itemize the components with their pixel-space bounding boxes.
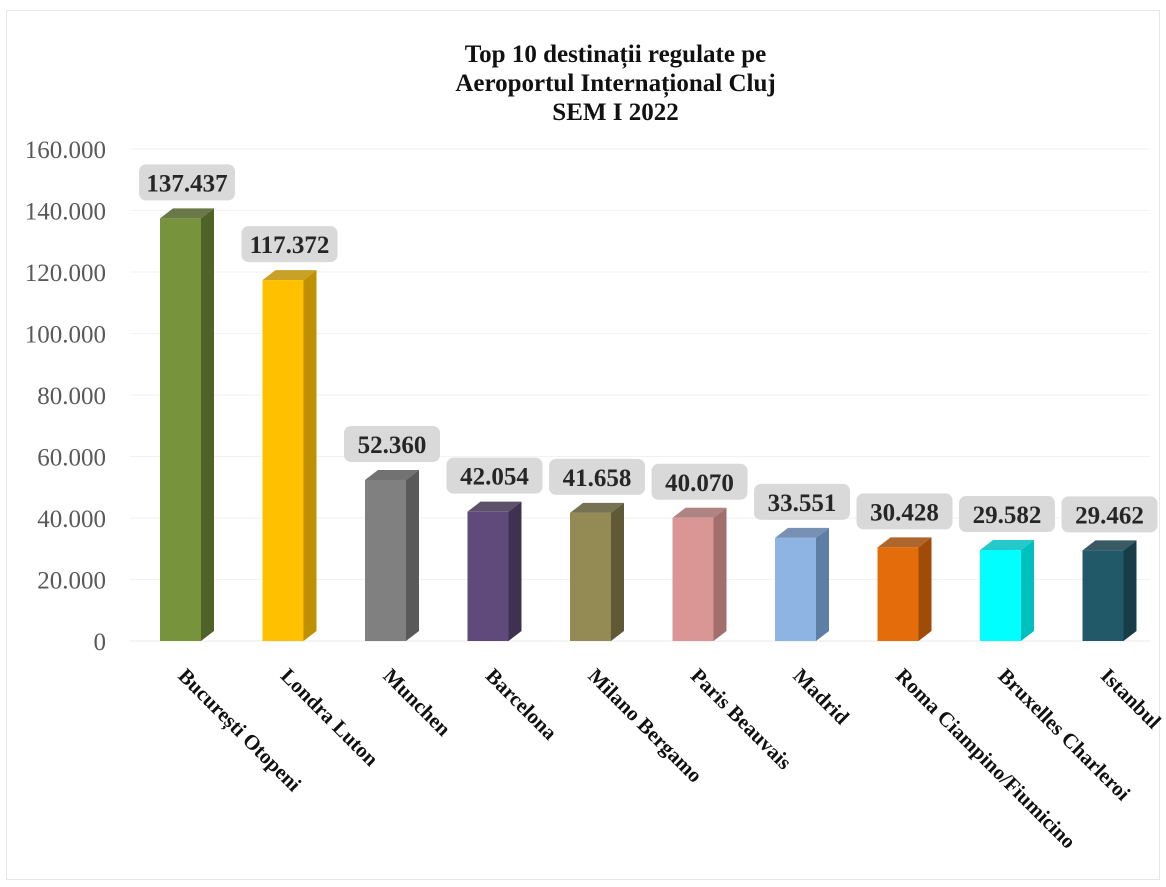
bar-front [160,218,201,641]
bar-side [201,208,214,641]
x-tick-label: Istanbul [1096,664,1166,734]
bar [1082,540,1137,641]
data-label-box [549,458,645,495]
bar-top [365,469,419,480]
bar-side [1021,540,1034,641]
bar-top [160,208,214,219]
bar [877,537,932,641]
bar [775,527,829,641]
y-tick-label: 140.000 [25,199,106,226]
bar-top [980,540,1034,551]
bar-side [406,469,419,641]
bar-top [1082,540,1137,551]
data-label-box [241,226,338,263]
y-tick-label: 40.000 [37,506,106,533]
bar-front [365,479,406,641]
bar [262,270,317,641]
bar-front [570,512,611,641]
y-tick-label: 0 [94,629,107,656]
bar-front [1082,550,1124,641]
bar [160,208,214,641]
x-tick-label: Munchen [378,664,455,741]
bar-front [775,537,816,641]
data-label-box [446,457,543,494]
y-tick-label: 80.000 [37,383,106,410]
bar [570,502,624,641]
data-label-box [344,425,440,462]
bar-side [508,501,522,641]
bar-top [467,501,522,512]
bar-side [1123,540,1137,641]
bar-front [672,517,714,641]
data-label-box [651,463,748,500]
bar-side [918,537,932,641]
data-label: 29.462 [1075,502,1144,529]
x-tick-label: Londra Luton [276,664,384,772]
data-label-box [959,496,1055,533]
bar [365,469,419,641]
bar [672,507,727,641]
y-tick-label: 100.000 [25,322,106,349]
bar-top [262,270,317,281]
chart-title-line-1: Top 10 destinații regulate pe [464,41,767,68]
y-tick-label: 60.000 [37,445,106,472]
bar-top [672,507,727,518]
data-label: 42.054 [460,464,529,491]
bar-top [570,502,624,513]
data-label: 33.551 [768,490,837,517]
bar-top [775,527,829,538]
data-label: 117.372 [250,232,330,259]
x-tick-label: Madrid [788,664,854,730]
bar-side [713,507,727,641]
bar-top [877,537,932,548]
bar-side [611,502,624,641]
chart-title: Top 10 destinații regulate pe Aeroportul… [0,40,1166,127]
bar [467,501,522,641]
bar-side [816,527,829,641]
bar [980,540,1034,641]
data-label: 30.428 [870,499,939,526]
chart-title-line-2: Aeroportul Internațional Cluj [455,70,776,97]
x-tick-label: Paris Beauvais [686,664,797,775]
data-label: 52.360 [358,432,427,459]
y-axis: 0 20.000 40.000 60.000 80.000 100.000 120.000 1… [25,137,106,656]
data-label-box [754,483,850,520]
bar-front [877,547,919,641]
bar-front [980,550,1021,641]
y-tick-label: 160.000 [25,137,106,164]
bar-front [467,511,509,641]
bar-front [262,280,304,641]
bars [160,208,1137,641]
bar-side [303,270,317,641]
data-label-box [139,164,235,201]
chart-title-line-3: SEM I 2022 [552,99,679,126]
data-label: 137.437 [146,170,227,197]
data-label: 40.070 [665,470,734,497]
x-tick-label: Roma Ciampino/Fiumicino [891,664,1081,854]
data-label-box [1061,496,1158,533]
data-label: 41.658 [563,465,632,492]
data-label: 29.582 [973,502,1042,529]
y-tick-label: 120.000 [25,260,106,287]
y-tick-label: 20.000 [37,568,106,595]
data-labels: 137.437 117.372 52.360 42.054 41.658 40.070 33… [139,164,1158,533]
data-label-box [856,493,953,530]
x-tick-label: Barcelona [481,664,562,745]
